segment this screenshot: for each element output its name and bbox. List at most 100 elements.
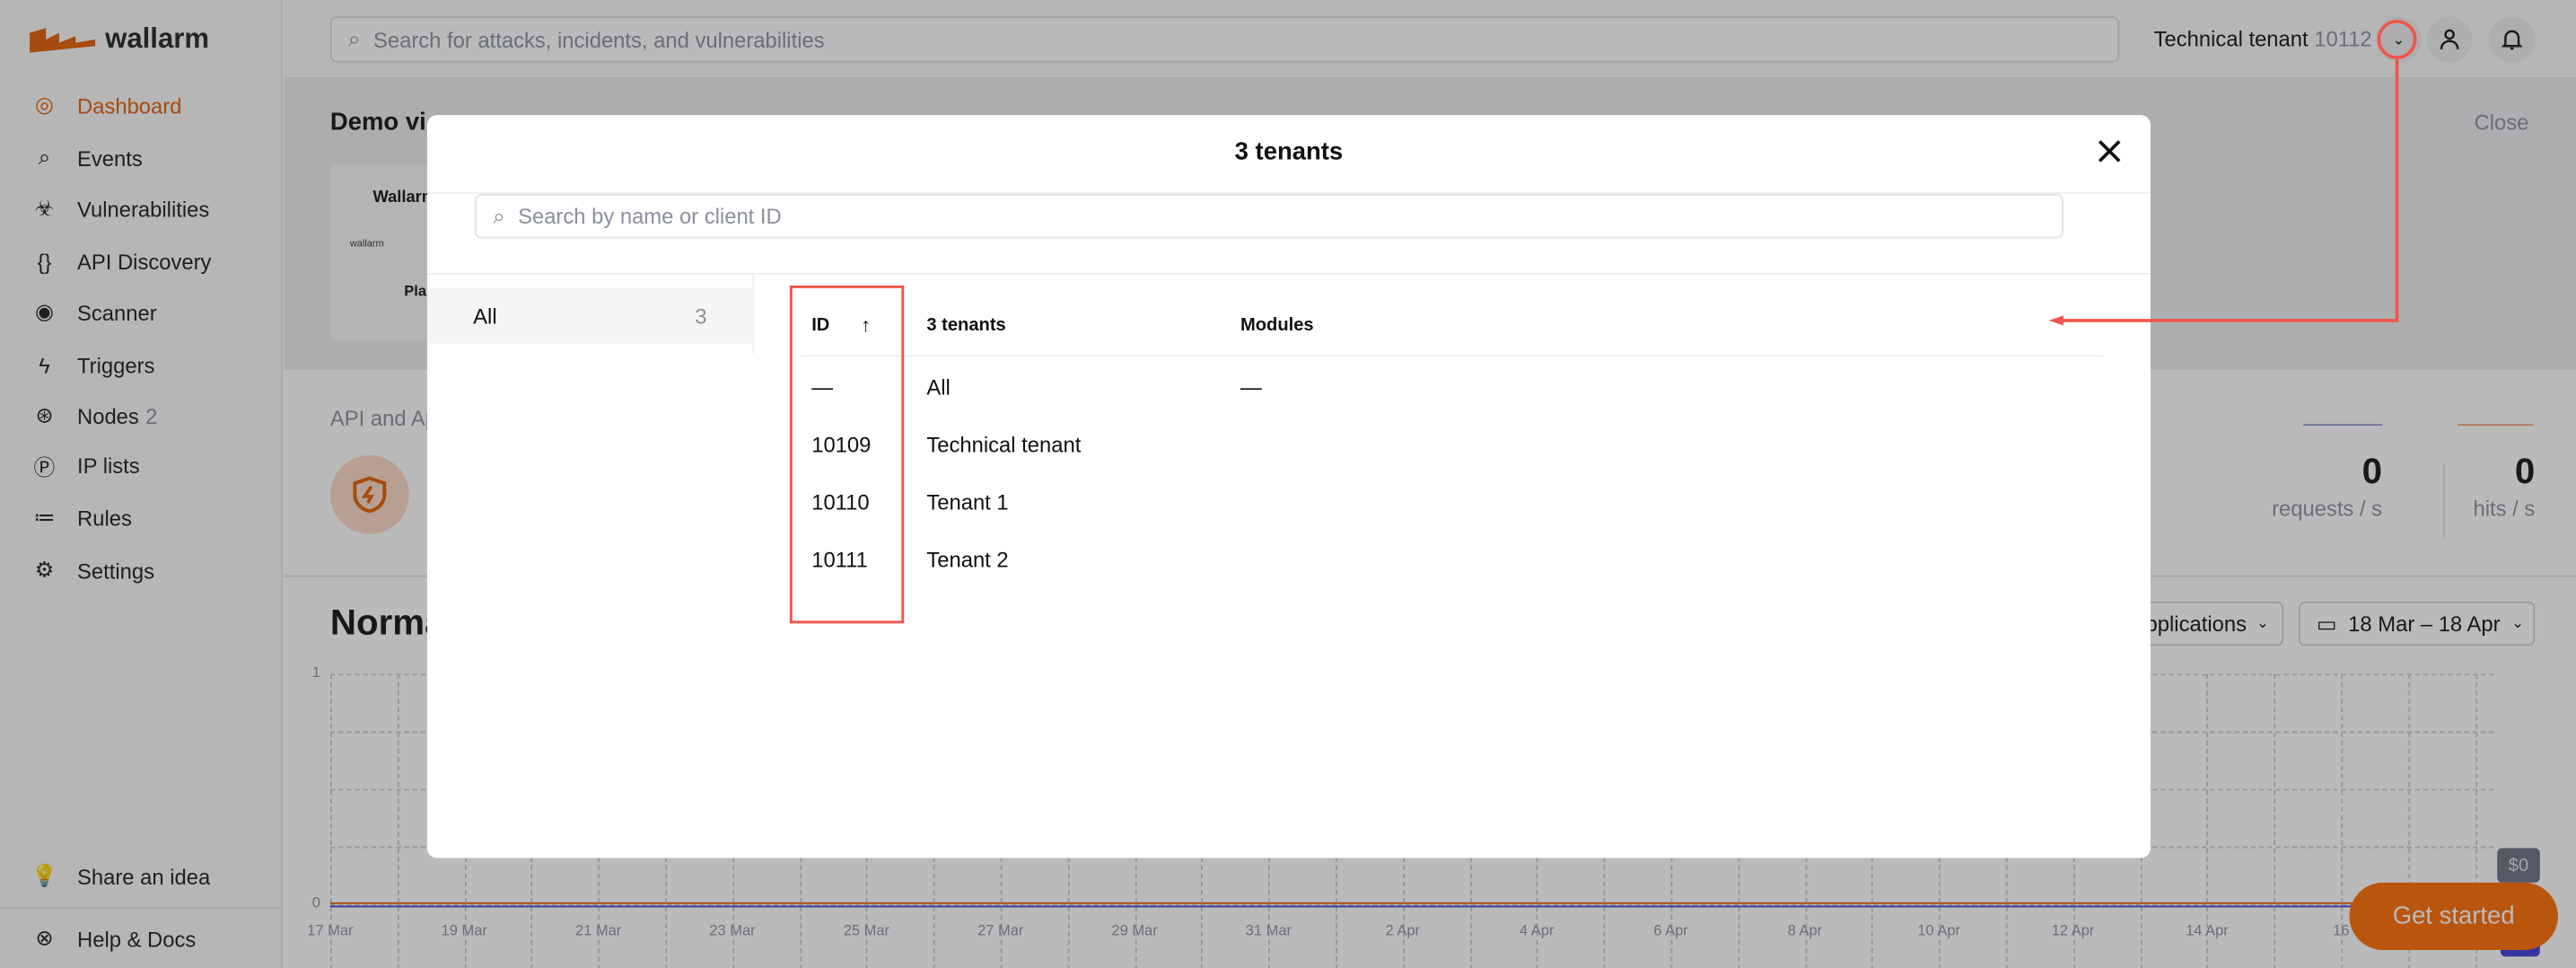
wallarm-logo-icon	[29, 28, 96, 53]
modal-close-button[interactable]	[2093, 135, 2126, 168]
stats-divider	[2442, 463, 2445, 538]
search-icon: ⌕	[38, 145, 51, 170]
sidebar-item-settings[interactable]: ⚙ Settings	[0, 548, 283, 594]
column-header-tenants[interactable]: 3 tenants	[926, 315, 1006, 336]
grid-line-v	[2475, 673, 2477, 968]
x-tick-label: 12 Apr	[2051, 921, 2095, 939]
price-badge[interactable]: $0	[2497, 848, 2540, 883]
sidebar-item-api-discovery[interactable]: {} API Discovery	[0, 238, 283, 284]
sidebar-item-label: Triggers	[77, 352, 155, 378]
requests-value: 0	[2361, 450, 2383, 492]
sidebar-item-label: Nodes	[77, 403, 139, 428]
sidebar-item-triggers[interactable]: ϟ Triggers	[0, 342, 283, 388]
biohazard-icon: ☣	[34, 195, 55, 221]
sidebar-item-help-docs[interactable]: ⊗ Help & Docs	[0, 916, 283, 962]
ip-icon: Ⓟ	[33, 454, 56, 480]
chevron-down-icon: ⌄	[2256, 614, 2269, 631]
user-icon	[2440, 29, 2459, 49]
x-tick-label: 27 Mar	[977, 921, 1024, 939]
x-tick-label: 2 Apr	[1385, 921, 1421, 939]
y-tick-label: 1	[311, 664, 320, 681]
sidebar-item-label: Rules	[77, 505, 132, 531]
chart-title: Norma	[329, 601, 445, 643]
filter-divider	[752, 274, 755, 354]
applications-filter-label: pplications	[2145, 611, 2247, 637]
x-tick-label: 14 Apr	[2186, 921, 2229, 939]
sidebar-item-rules[interactable]: ≔ Rules	[0, 495, 283, 541]
x-tick-label: 25 Mar	[843, 921, 889, 939]
sidebar-item-label: API Discovery	[77, 249, 212, 274]
hits-legend-line	[2458, 424, 2534, 427]
global-search-input[interactable]: ⌕ Search for attacks, incidents, and vul…	[329, 16, 2120, 63]
api-braces-icon: {}	[37, 249, 52, 274]
annotation-box	[789, 285, 905, 624]
x-tick-label: 17 Mar	[307, 921, 354, 939]
tenant-search-input[interactable]: ⌕ Search by name or client ID	[474, 193, 2063, 239]
grid-line-v	[329, 673, 332, 968]
sidebar-item-share-an-idea[interactable]: 💡 Share an idea	[0, 853, 283, 899]
lifebuoy-icon: ⊗	[35, 925, 54, 950]
notifications-button[interactable]	[2489, 16, 2536, 63]
nodes-icon: ⊛	[35, 402, 54, 427]
tenant-name-cell: Tenant 2	[926, 547, 1009, 572]
search-icon: ⌕	[348, 26, 361, 51]
chevron-down-icon: ⌄	[2392, 30, 2405, 48]
x-tick-label: 31 Mar	[1245, 921, 1292, 939]
logo[interactable]: wallarm	[29, 23, 209, 57]
y-tick-label: 0	[311, 893, 320, 911]
tenant-id-cell: 10110	[811, 489, 870, 515]
date-range-label: 18 Mar – 18 Apr	[2348, 611, 2501, 637]
annotation-circle	[2377, 19, 2417, 59]
tenant-selector[interactable]: Technical tenant 10112	[2154, 26, 2372, 50]
tenant-id-cell: 10111	[811, 547, 868, 572]
filter-all[interactable]: All 3	[426, 287, 753, 344]
arrow-up-icon[interactable]: ↑	[861, 313, 872, 338]
x-tick-label: 19 Mar	[441, 921, 487, 939]
x-tick-label: 16	[2333, 921, 2350, 939]
column-header-id[interactable]: ID	[811, 315, 830, 336]
tenant-name-cell: Technical tenant	[926, 432, 1082, 457]
series-line	[329, 902, 2544, 904]
search-icon: ⌕	[493, 203, 505, 228]
x-tick-label: 6 Apr	[1653, 921, 1688, 939]
tenant-id: 10112	[2314, 26, 2372, 51]
sidebar-item-ip-lists[interactable]: Ⓟ IP lists	[0, 442, 283, 488]
date-range-picker[interactable]: ▭ 18 Mar – 18 Apr ⌄	[2298, 601, 2536, 647]
tenant-id-cell: —	[811, 374, 834, 400]
chevron-down-icon: ⌄	[2511, 614, 2525, 631]
series-line	[329, 905, 2544, 908]
column-header-modules[interactable]: Modules	[1240, 315, 1314, 336]
sidebar-item-nodes[interactable]: ⊛ Nodes 2	[0, 392, 283, 438]
sidebar-item-events[interactable]: ⌕ Events	[0, 135, 283, 180]
demo-close-link[interactable]: Close	[2474, 110, 2529, 136]
grid-line-v	[397, 673, 399, 968]
annotation-arrow	[2056, 58, 2399, 322]
lightbulb-icon: 💡	[31, 862, 58, 888]
bell-icon	[2501, 30, 2523, 50]
filter-all-label: All	[473, 304, 497, 330]
grid-line-v	[2341, 673, 2344, 968]
rules-icon: ≔	[33, 504, 56, 530]
requests-legend-line	[2303, 424, 2383, 427]
video-card-text: Pla	[404, 282, 427, 300]
profile-button[interactable]	[2426, 16, 2473, 63]
grid-line-h	[329, 903, 2494, 906]
grid-line-v	[2206, 673, 2209, 968]
sidebar-item-dashboard[interactable]: ◎ Dashboard	[0, 83, 283, 128]
radar-icon: ◉	[35, 299, 54, 324]
get-started-button[interactable]: Get started	[2349, 882, 2558, 950]
tenant-name-cell: All	[926, 374, 951, 400]
video-card-title: Wallarm	[372, 189, 437, 207]
nodes-count: 2	[145, 403, 158, 428]
sidebar-item-scanner[interactable]: ◉ Scanner	[0, 289, 283, 335]
search-placeholder: Search for attacks, incidents, and vulne…	[373, 27, 825, 52]
calendar-icon: ▭	[2316, 610, 2337, 636]
sidebar-item-label: Settings	[77, 558, 155, 583]
sidebar-item-vulnerabilities[interactable]: ☣ Vulnerabilities	[0, 186, 283, 232]
table-header-divider	[800, 355, 2103, 357]
gear-icon: ⚙	[34, 557, 55, 582]
x-tick-label: 21 Mar	[574, 921, 622, 939]
sidebar-item-label: Dashboard	[77, 92, 182, 118]
filter-all-count: 3	[695, 304, 707, 330]
tenant-name: Technical tenant	[2153, 26, 2309, 51]
